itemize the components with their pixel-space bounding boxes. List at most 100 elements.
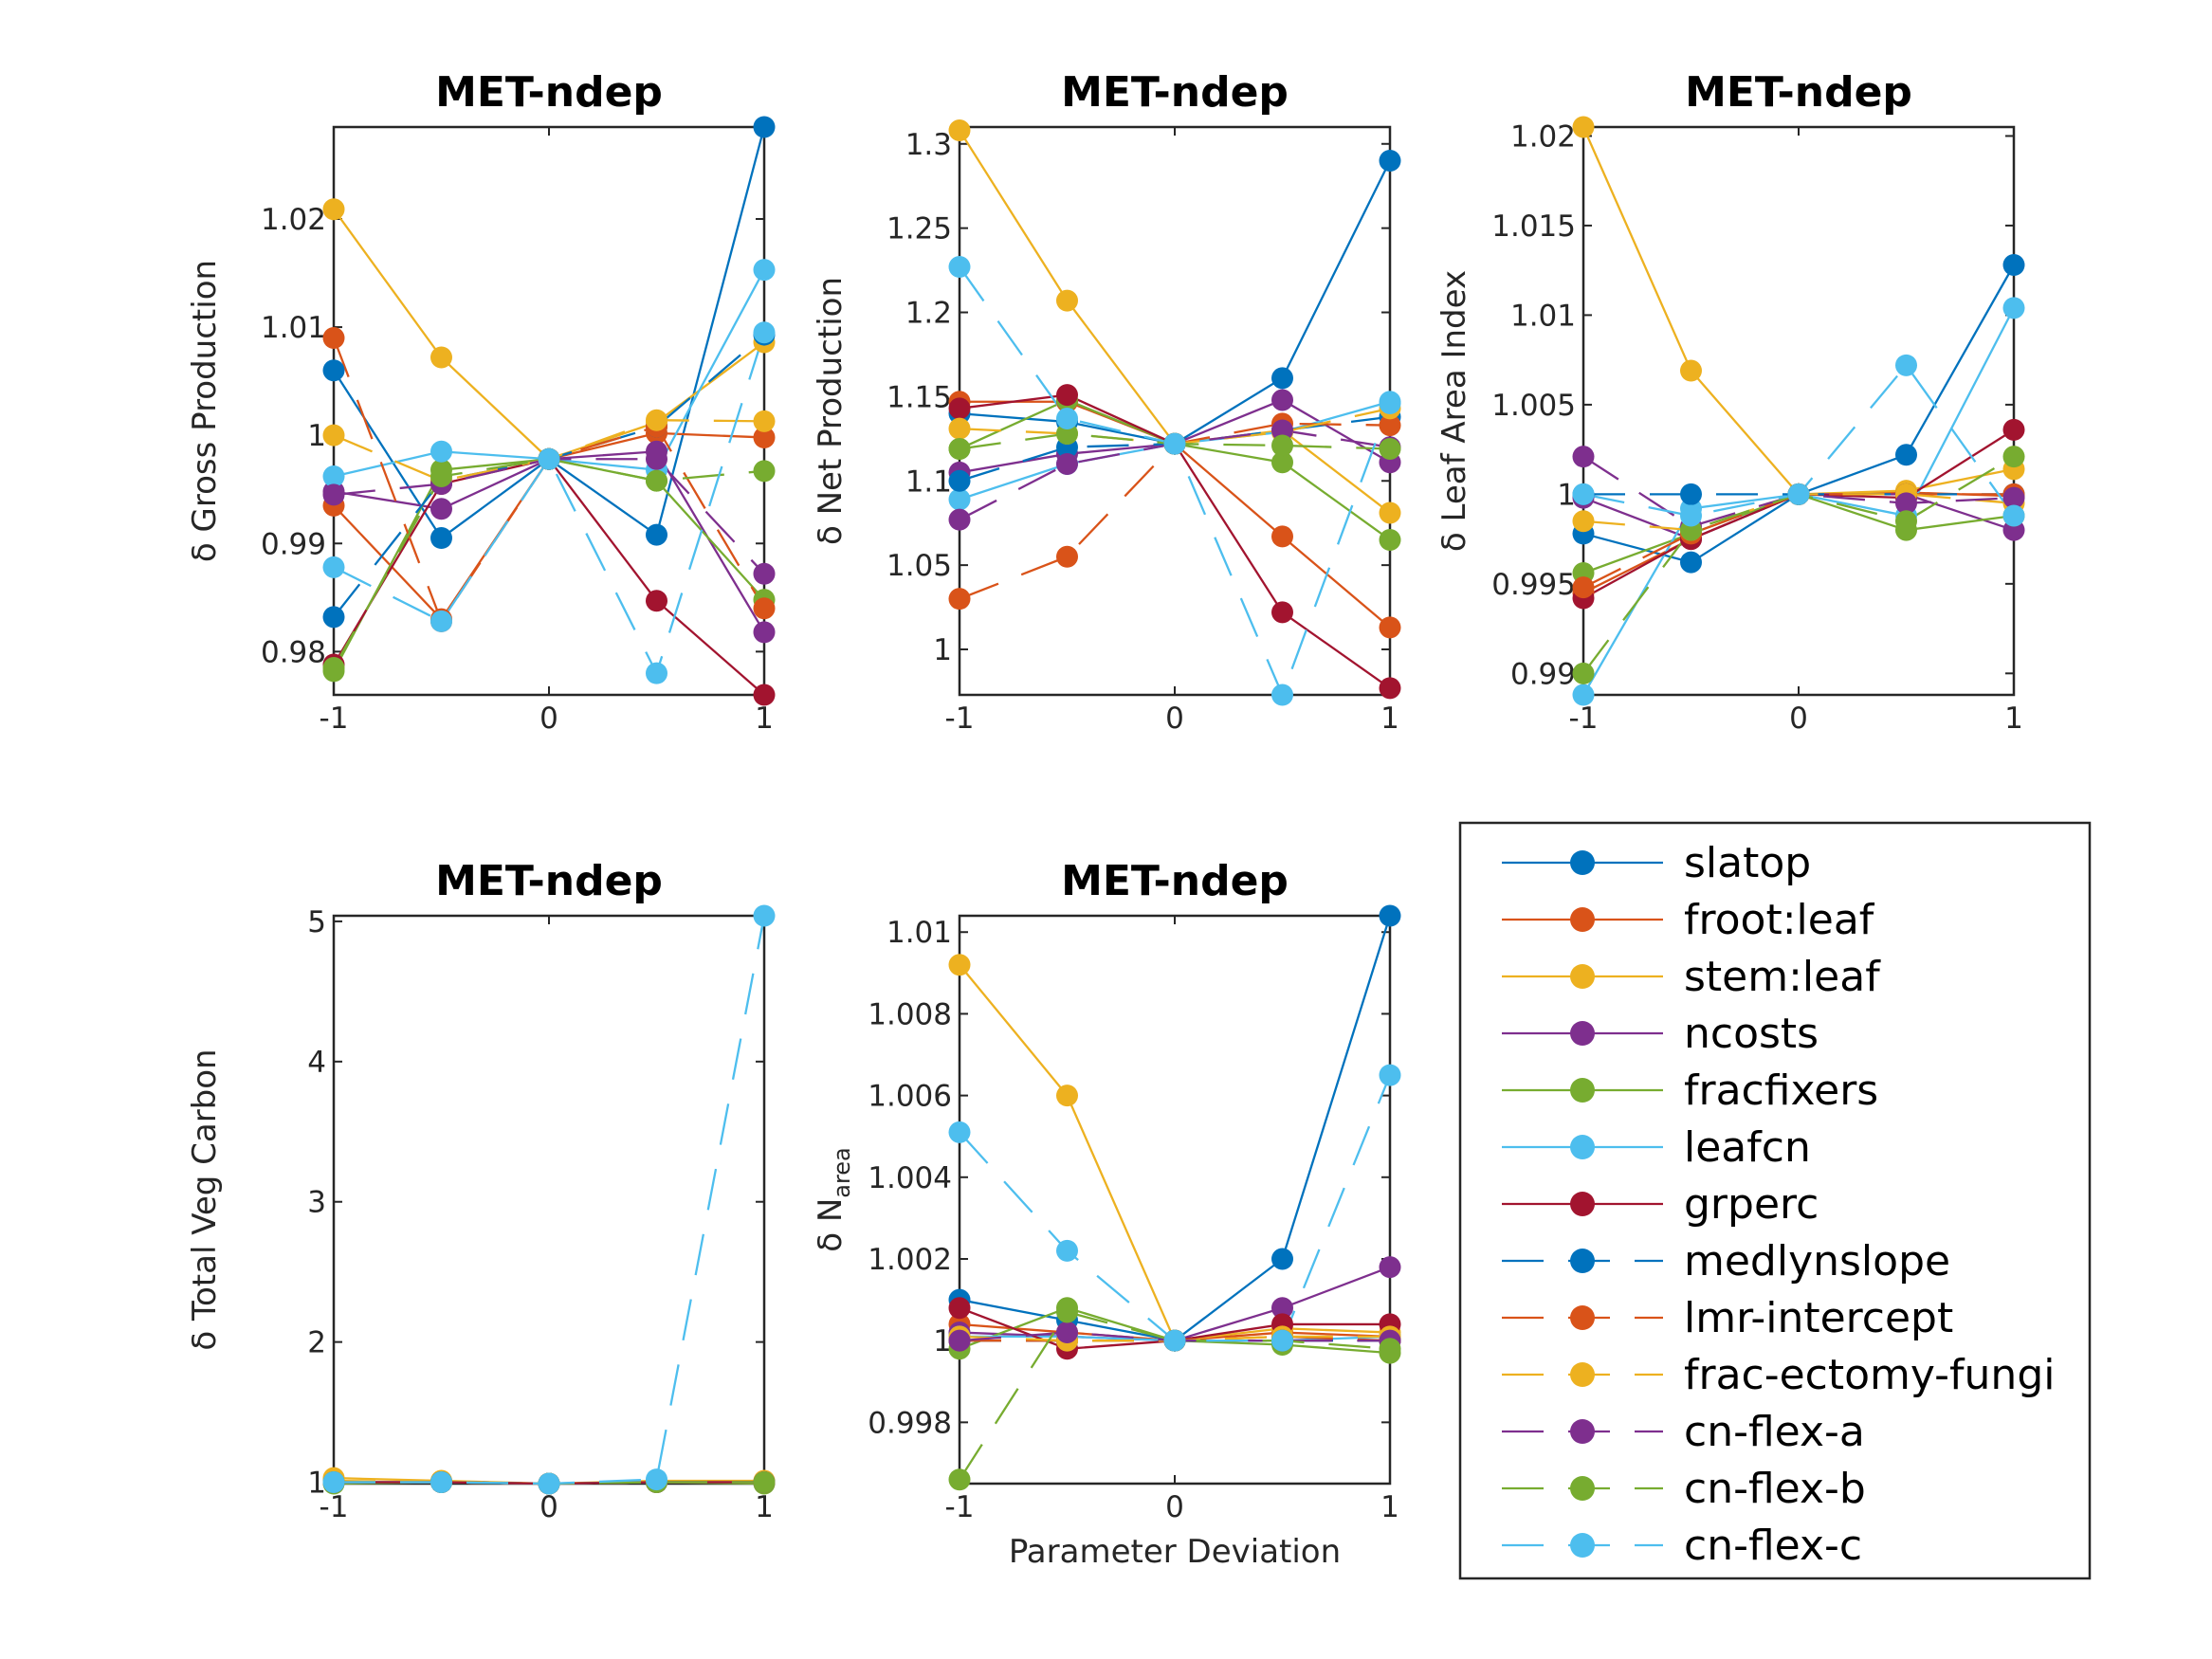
legend-label: froot:leaf: [1684, 896, 1875, 944]
data-point-cn-flex-b: [1895, 510, 1917, 533]
series-markers: [322, 904, 776, 1495]
data-point-cn-flex-b: [1572, 662, 1595, 684]
subplot-title: MET-ndep: [435, 68, 663, 117]
data-point-frac-ectomy-fungi: [948, 417, 971, 440]
x-tick-label: -1: [320, 702, 349, 736]
data-point-leafcn: [430, 440, 452, 463]
y-tick-label: 1.02: [1510, 119, 1576, 154]
data-point-stem-leaf: [948, 119, 971, 142]
subplot-title: MET-ndep: [435, 857, 663, 905]
legend-item-lmr-intercept: lmr-intercept: [1502, 1294, 1953, 1342]
y-tick-label: 0.995: [1491, 568, 1576, 602]
x-tick-label: 1: [1380, 702, 1399, 736]
legend: slatop froot:leaf stem:leaf ncosts fracfixer…: [1458, 821, 2092, 1580]
y-tick-label: 1.005: [1491, 389, 1576, 423]
legend-marker: [1570, 1533, 1595, 1558]
data-point-lmr-intercept: [1056, 545, 1078, 568]
data-point-cn-flex-c: [753, 904, 776, 927]
data-point-stem-leaf: [1056, 289, 1078, 312]
data-point-cn-flex-b: [1271, 434, 1293, 457]
data-point-cn-flex-c: [1572, 483, 1595, 505]
legend-label: cn-flex-b: [1684, 1465, 1866, 1513]
data-point-grperc: [948, 397, 971, 420]
series-line-cn-flex-c: [333, 332, 766, 677]
subplots: MET-ndep -1 0 1 0.98 0.99 1 1.01 1.02 δ Gross Pro…: [186, 68, 2025, 1571]
y-tick-label: 1.2: [905, 297, 952, 331]
y-tick-label: 0.99: [1510, 657, 1576, 691]
y-tick-label: 1.25: [887, 212, 952, 246]
y-tick-label: 1: [1557, 478, 1576, 512]
x-tick-label: 1: [1380, 1490, 1399, 1524]
data-point-medlynslope: [322, 606, 345, 629]
y-tick-label: 1.3: [905, 128, 952, 162]
legend-marker: [1570, 1135, 1595, 1159]
y-tick-label: 0.998: [868, 1406, 952, 1440]
y-axis-label: δ Narea: [812, 1147, 855, 1252]
data-point-cn-flex-c: [2002, 504, 2025, 527]
y-tick-label: 1.01: [261, 311, 326, 345]
y-tick-label: 1: [307, 1467, 326, 1501]
data-point-cn-flex-c: [538, 1472, 560, 1495]
subplot-4: MET-ndep -1 0 1 1 2 3 4 5 δ Total Veg Carbon: [186, 857, 776, 1524]
data-point-grperc: [753, 684, 776, 706]
axes-frame: [958, 125, 1392, 697]
data-point-stem-leaf: [1680, 359, 1702, 382]
data-point-cn-flex-b: [646, 469, 667, 492]
data-point-slatop: [646, 523, 667, 546]
data-point-stem-leaf: [322, 198, 345, 221]
data-point-cn-flex-c: [1163, 432, 1186, 455]
data-point-medlynslope: [1680, 483, 1702, 505]
y-tick-label: 3: [307, 1186, 326, 1220]
data-point-cn-flex-c: [538, 447, 560, 470]
data-point-cn-flex-c: [1680, 504, 1702, 527]
y-tick-label: 1: [933, 1324, 952, 1358]
data-point-cn-flex-c: [1056, 407, 1078, 429]
x-tick-label: 0: [1789, 702, 1808, 736]
data-point-cn-flex-a: [1056, 452, 1078, 475]
subplot-title: MET-ndep: [1061, 68, 1289, 117]
y-tick-label: 1.015: [1491, 210, 1576, 244]
data-point-cn-flex-a: [753, 562, 776, 585]
y-axis-label: δ Leaf Area Index: [1435, 270, 1473, 552]
data-point-cn-flex-c: [753, 321, 776, 344]
legend-label: ncosts: [1684, 1010, 1819, 1058]
data-point-cn-flex-b: [1056, 422, 1078, 445]
data-point-stem-leaf: [1379, 501, 1401, 524]
data-point-leafcn: [2002, 297, 2025, 319]
data-point-grperc: [646, 590, 667, 612]
legend-item-slatop: slatop: [1502, 839, 1811, 887]
series-markers: [322, 116, 776, 706]
data-point-cn-flex-a: [1271, 419, 1293, 442]
subplot-3: MET-ndep -1 0 1 0.99 0.995 1 1.005 1.01 1.015 1.02…: [1435, 68, 2025, 736]
series-line-cn-flex-b: [332, 458, 765, 669]
data-point-slatop: [1680, 551, 1702, 574]
data-point-leafcn: [948, 488, 971, 511]
data-point-slatop: [1271, 1248, 1293, 1270]
data-point-cn-flex-b: [948, 1468, 971, 1491]
data-point-froot-leaf: [1379, 616, 1401, 639]
data-point-cn-flex-b: [753, 460, 776, 483]
data-point-cn-flex-c: [1271, 684, 1293, 706]
subplot-5: MET-ndep -1 0 1 0.998 1 1.002 1.004 1.006 1.008 1.…: [812, 857, 1401, 1571]
data-point-cn-flex-a: [2002, 486, 2025, 509]
x-tick-label: -1: [1569, 702, 1599, 736]
data-point-frac-ectomy-fungi: [1572, 510, 1595, 533]
y-tick-label: 1.15: [887, 380, 952, 414]
legend-marker: [1570, 1476, 1595, 1501]
legend-item-stem-leaf: stem:leaf: [1502, 953, 1881, 1001]
data-point-slatop: [753, 116, 776, 138]
data-point-cn-flex-a: [322, 483, 345, 506]
data-point-cn-flex-c: [948, 1121, 971, 1143]
data-point-leafcn: [753, 259, 776, 282]
series-markers: [948, 119, 1401, 706]
data-point-slatop: [322, 359, 345, 382]
series-markers: [948, 904, 1401, 1491]
data-point-fracfixers: [1271, 451, 1293, 474]
data-point-stem-leaf: [1572, 116, 1595, 138]
y-tick-label: 0.99: [261, 527, 326, 561]
legend-marker: [1570, 1078, 1595, 1103]
legend-label: grperc: [1684, 1180, 1819, 1229]
legend-marker: [1570, 1021, 1595, 1046]
data-point-cn-flex-c: [1787, 483, 1810, 505]
data-point-cn-flex-c: [322, 556, 345, 578]
